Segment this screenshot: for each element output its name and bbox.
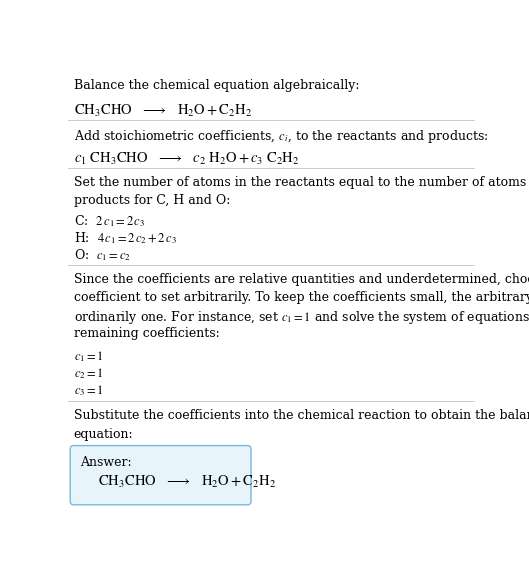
Text: coefficient to set arbitrarily. To keep the coefficients small, the arbitrary va: coefficient to set arbitrarily. To keep …: [74, 291, 529, 304]
Text: products for C, H and O:: products for C, H and O:: [74, 194, 230, 207]
Text: ordinarily one. For instance, set $c_1 = 1$ and solve the system of equations fo: ordinarily one. For instance, set $c_1 =…: [74, 309, 529, 326]
Text: Answer:: Answer:: [80, 456, 131, 469]
Text: remaining coefficients:: remaining coefficients:: [74, 327, 219, 340]
Text: $c_2 = 1$: $c_2 = 1$: [74, 366, 103, 381]
Text: Since the coefficients are relative quantities and underdetermined, choose a: Since the coefficients are relative quan…: [74, 273, 529, 286]
Text: $c_1\ \mathrm{CH_3CHO}$  $\longrightarrow$  $c_2\ \mathrm{H_2O} + c_3\ \mathrm{C: $c_1\ \mathrm{CH_3CHO}$ $\longrightarrow…: [74, 151, 299, 167]
Text: H:  $4\,c_1 = 2\,c_2 + 2\,c_3$: H: $4\,c_1 = 2\,c_2 + 2\,c_3$: [74, 231, 177, 246]
Text: C:  $2\,c_1 = 2\,c_3$: C: $2\,c_1 = 2\,c_3$: [74, 213, 145, 229]
FancyBboxPatch shape: [70, 446, 251, 505]
Text: $\mathrm{CH_3CHO}$  $\longrightarrow$  $\mathrm{H_2O + C_2H_2}$: $\mathrm{CH_3CHO}$ $\longrightarrow$ $\m…: [98, 474, 276, 490]
Text: Set the number of atoms in the reactants equal to the number of atoms in the: Set the number of atoms in the reactants…: [74, 176, 529, 189]
Text: $c_3 = 1$: $c_3 = 1$: [74, 383, 103, 398]
Text: $\mathrm{CH_3CHO}$  $\longrightarrow$  $\mathrm{H_2O + C_2H_2}$: $\mathrm{CH_3CHO}$ $\longrightarrow$ $\m…: [74, 103, 252, 119]
Text: equation:: equation:: [74, 427, 133, 440]
Text: Substitute the coefficients into the chemical reaction to obtain the balanced: Substitute the coefficients into the che…: [74, 410, 529, 423]
Text: O:  $c_1 = c_2$: O: $c_1 = c_2$: [74, 248, 130, 264]
Text: Balance the chemical equation algebraically:: Balance the chemical equation algebraica…: [74, 79, 359, 93]
Text: Add stoichiometric coefficients, $c_i$, to the reactants and products:: Add stoichiometric coefficients, $c_i$, …: [74, 129, 488, 146]
Text: $c_1 = 1$: $c_1 = 1$: [74, 349, 103, 364]
